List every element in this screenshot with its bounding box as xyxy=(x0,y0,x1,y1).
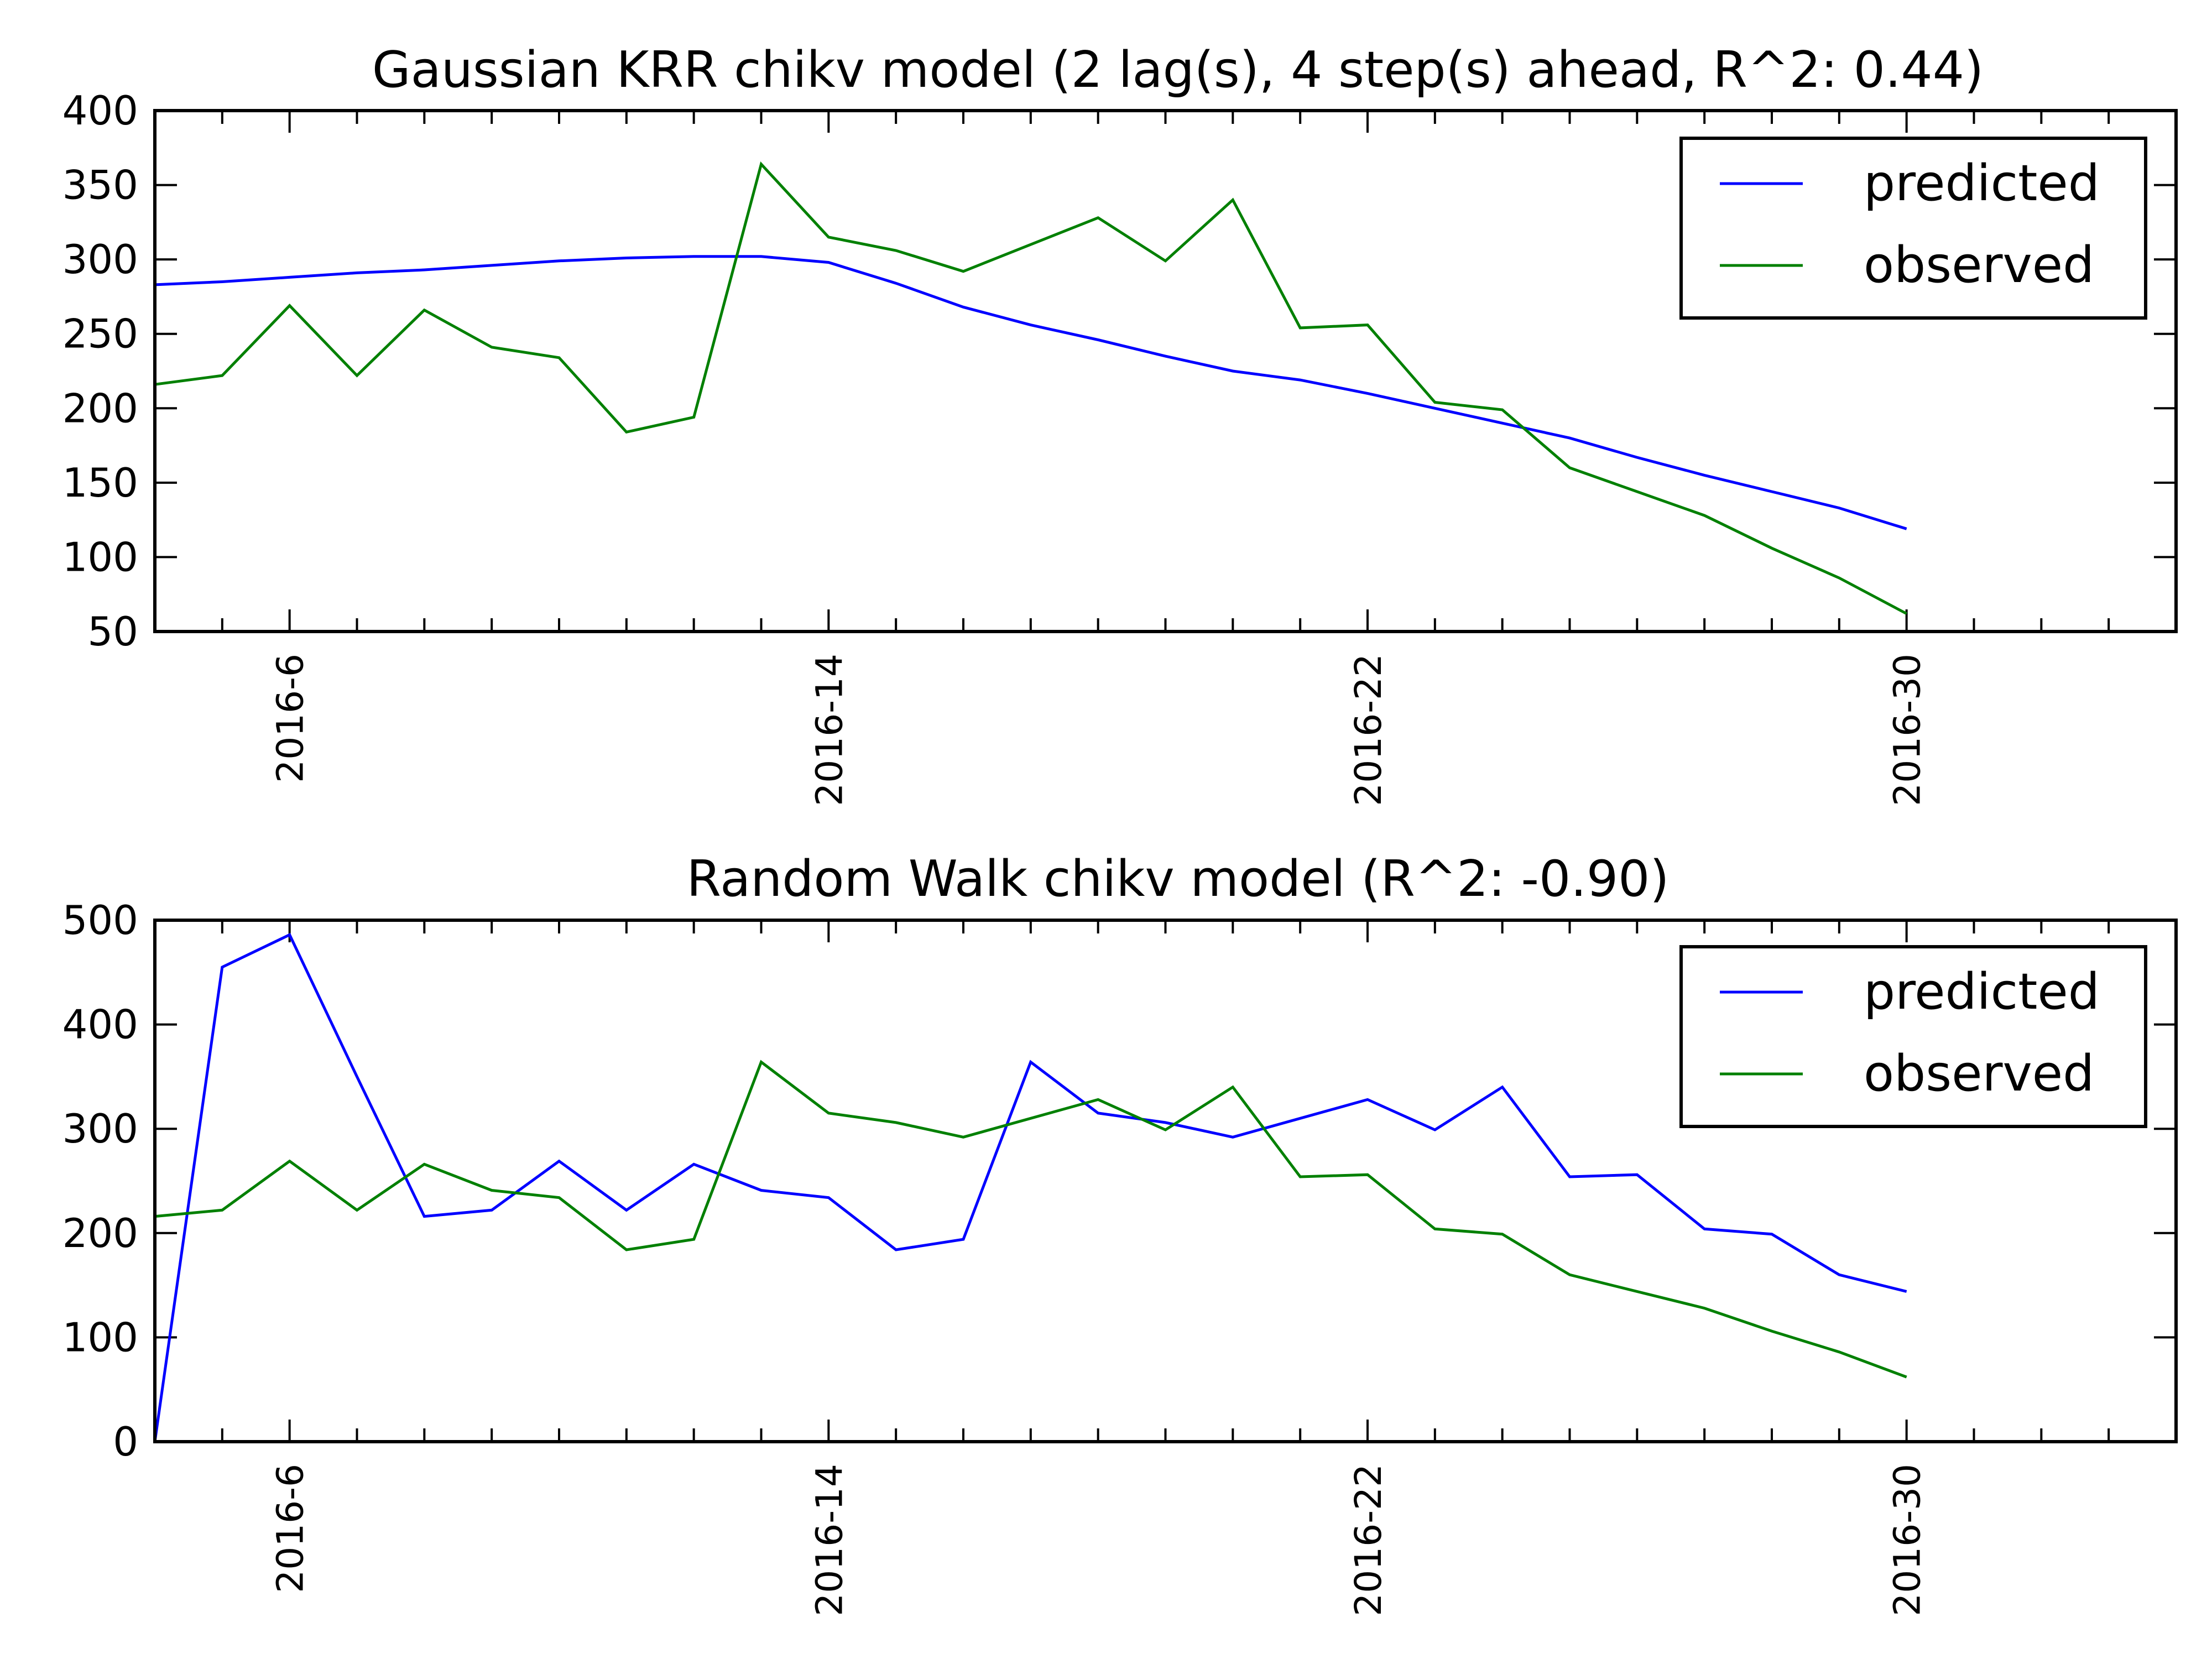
x-tick-label: 2016-14 xyxy=(808,1464,851,1616)
y-tick-label: 200 xyxy=(62,1210,138,1256)
series-line-observed xyxy=(154,1060,1907,1379)
x-tick-label: 2016-22 xyxy=(1347,1464,1390,1616)
plot-layer-bottom: 2016-6 2016-14 2016-22 2016-30 0 100 200 300 400… xyxy=(62,897,2178,1616)
series-line-predicted xyxy=(153,933,1907,1442)
chart-title: Random Walk chikv model (R^2: -0.90) xyxy=(687,850,1670,908)
x-tick-label: 2016-30 xyxy=(1886,654,1929,806)
y-tick-label: 50 xyxy=(87,608,138,655)
y-tick-label: 0 xyxy=(113,1418,138,1465)
chart-panel-top: Gaussian KRR chikv model (2 lag(s), 4 st… xyxy=(62,41,2178,806)
x-tick-label: 2016-22 xyxy=(1347,654,1390,806)
y-tick-label: 500 xyxy=(62,897,138,943)
legend-label-observed: observed xyxy=(1864,236,2094,294)
y-tick-label: 100 xyxy=(62,534,138,580)
legend-label-predicted: predicted xyxy=(1864,154,2100,212)
y-tick-label: 200 xyxy=(62,385,138,431)
y-tick-label: 400 xyxy=(62,87,138,134)
legend-label-predicted: predicted xyxy=(1864,963,2100,1021)
y-tick-label: 100 xyxy=(62,1314,138,1360)
legend-label-observed: observed xyxy=(1864,1045,2094,1103)
y-tick-label: 250 xyxy=(62,311,138,357)
x-tick-label: 2016-30 xyxy=(1886,1464,1929,1616)
series-line-observed xyxy=(154,161,1907,615)
y-tick-label: 150 xyxy=(62,460,138,506)
legend: predicted observed xyxy=(1679,137,2147,320)
x-tick-label: 2016-6 xyxy=(269,654,312,783)
y-tick-label: 300 xyxy=(62,236,138,283)
y-tick-label: 300 xyxy=(62,1105,138,1152)
y-tick-label: 350 xyxy=(62,162,138,208)
series-line-predicted xyxy=(154,255,1907,530)
chart-panel-bottom: Random Walk chikv model (R^2: -0.90) 201… xyxy=(62,850,2178,1616)
legend: predicted observed xyxy=(1679,945,2147,1128)
plot-layer-top: 2016-6 2016-14 2016-22 2016-30 50 100 150 200 25… xyxy=(62,87,2178,806)
chart-title: Gaussian KRR chikv model (2 lag(s), 4 st… xyxy=(372,41,1984,99)
axes-frame xyxy=(153,109,2178,633)
x-tick-label: 2016-14 xyxy=(808,654,851,806)
x-tick-label: 2016-6 xyxy=(269,1464,312,1593)
y-tick-label: 400 xyxy=(62,1001,138,1048)
legend-frame xyxy=(1679,945,2147,1128)
axes-frame xyxy=(153,919,2178,1443)
legend-frame xyxy=(1679,137,2147,320)
